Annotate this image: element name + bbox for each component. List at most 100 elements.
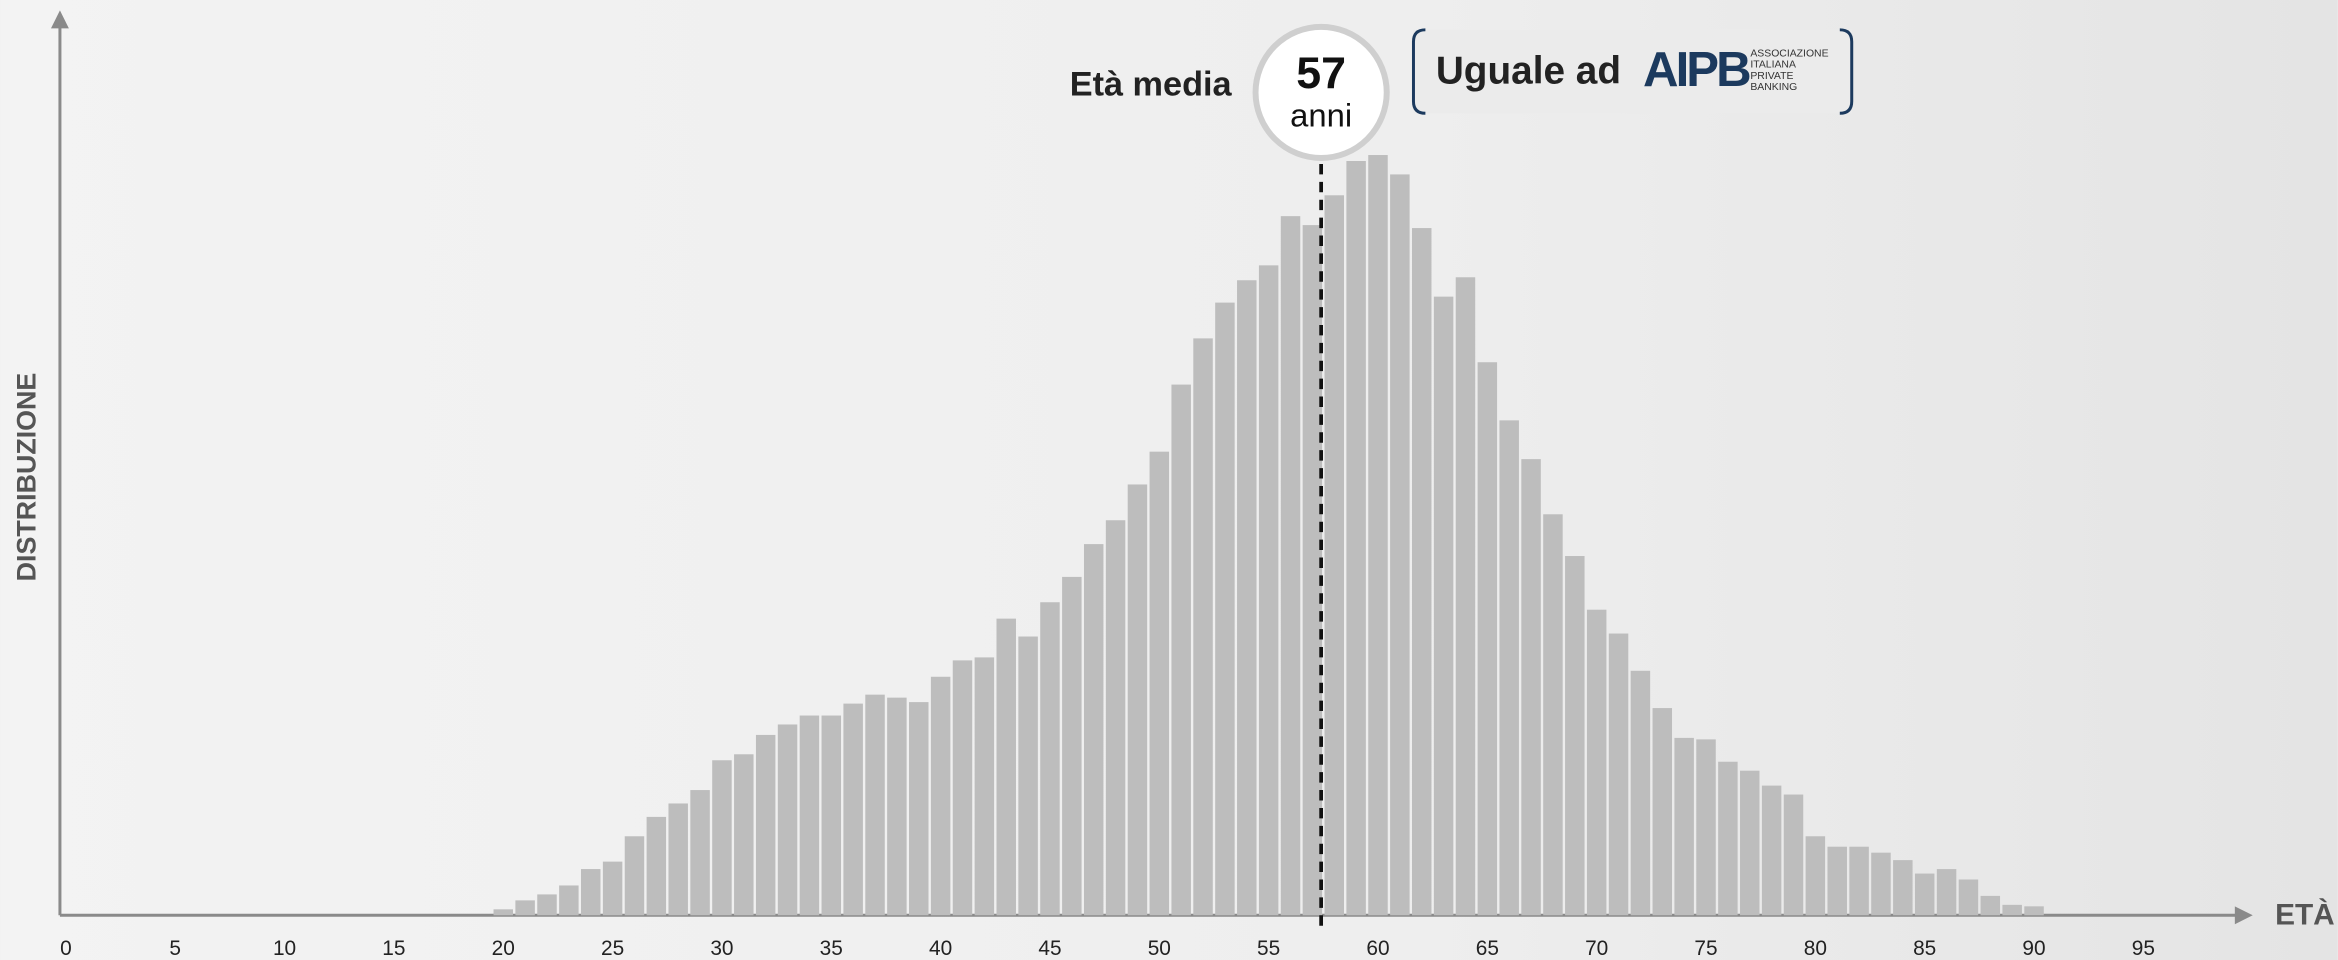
bar [1740,770,1760,916]
y-axis-arrow [50,10,69,29]
bar [1258,265,1279,916]
bar [1543,514,1563,916]
bar [1652,708,1673,916]
logo-line: ASSOCIAZIONE [1750,48,1828,59]
bar [1893,860,1913,916]
bar [1630,670,1651,916]
bar [1761,785,1782,916]
bar [1980,895,2001,916]
bar [1280,216,1301,916]
x-tick-label: 40 [929,937,952,960]
x-tick-label: 80 [1804,937,1827,960]
bar [1805,836,1826,916]
bar [1390,174,1410,916]
bar [821,715,842,916]
mean-badge [1252,23,1390,161]
bar [2024,906,2044,916]
bar [1127,484,1148,916]
bar [1193,338,1213,916]
x-tick-label: 85 [1913,937,1936,960]
bar [712,760,732,916]
bar [1477,362,1498,916]
x-tick-label: 45 [1038,937,1061,960]
bar [1827,846,1847,916]
bar [799,715,820,916]
logo-line: ITALIANA [1750,60,1796,71]
bar [668,803,688,916]
badge-bracket-right [1839,28,1854,115]
badge-bracket-left [1411,28,1426,115]
bar [1018,636,1038,916]
bars [493,155,2044,916]
bar [2002,904,2022,916]
badge-text: Uguale ad [1436,49,1621,92]
x-tick-label: 60 [1366,937,1389,960]
bar [777,724,798,916]
bar [1105,520,1126,916]
x-tick-label: 25 [601,937,624,960]
bar [909,702,929,916]
mean-value: 57 [1296,49,1346,98]
bar [580,869,601,916]
x-tick-label: 50 [1148,937,1171,960]
bar [1674,737,1694,916]
x-tick-label: 30 [710,937,733,960]
bar [1324,195,1344,916]
bar [690,790,710,916]
logo-line: BANKING [1750,82,1797,93]
bar [865,694,885,916]
bar [734,754,754,916]
x-tick-label: 55 [1257,937,1280,960]
x-tick-label: 15 [382,937,405,960]
bar [1411,228,1432,916]
x-tick-label: 35 [820,937,843,960]
bar [1521,459,1541,916]
bar [493,909,514,916]
bar [515,900,535,916]
bar [1849,846,1869,916]
mean-unit: anni [1290,96,1352,133]
logo-line: PRIVATE [1750,71,1793,82]
bar [1586,609,1607,916]
x-axis-arrow [2234,906,2253,925]
bar [1171,384,1191,916]
bar [1565,556,1585,916]
x-tick-label: 0 [60,937,72,960]
bar [1302,225,1323,916]
bar [887,697,907,916]
bar [1346,160,1366,916]
bar [1783,794,1804,916]
bar [1958,879,1979,916]
bar [537,894,557,916]
badge-logo: AIPB [1643,42,1750,97]
bar [1149,451,1170,916]
x-tick-label: 90 [2022,937,2045,960]
x-tick-label: 65 [1476,937,1499,960]
bar [930,676,951,916]
bar [1499,420,1519,916]
x-tick-label: 10 [273,937,296,960]
bar [1215,302,1235,916]
bar [559,885,579,916]
bar [1433,296,1454,916]
bar [1237,280,1257,916]
x-tick-label: 70 [1585,937,1608,960]
bar [952,660,973,916]
bar [996,618,1016,916]
bar [974,657,995,916]
mean-text: Età media [1070,66,1233,104]
x-tick-label: 75 [1694,937,1717,960]
bar [755,734,776,916]
bar [1718,761,1738,916]
x-ticks: 0 5 10 15 20 25 30 35 40 45 50 55 60 65 70 75 80 85 90 95 [60,937,2155,960]
bar [646,816,667,916]
bar [1083,544,1104,916]
badge-box [1413,29,1852,114]
bar [843,703,863,916]
bar [602,861,623,916]
bar [624,836,645,916]
bar [1040,602,1060,916]
bar [1608,633,1629,916]
